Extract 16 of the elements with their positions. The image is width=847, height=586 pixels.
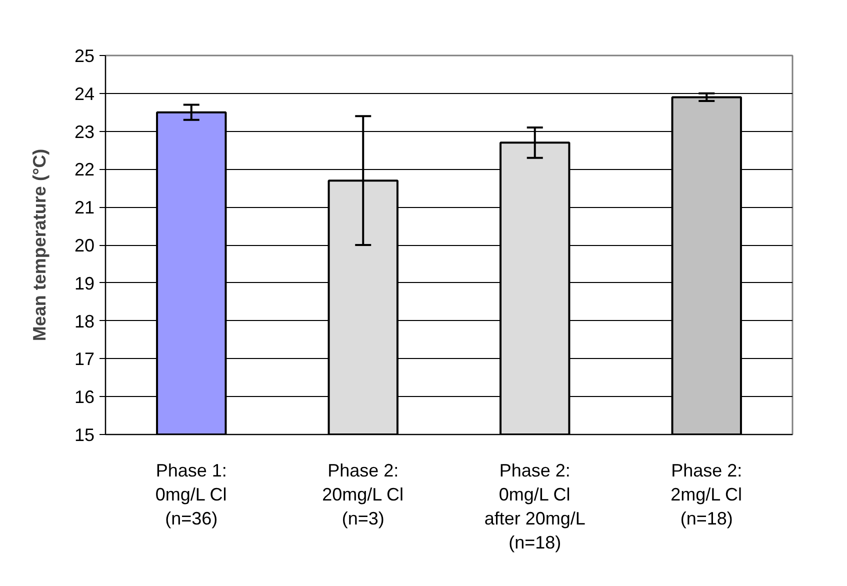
y-tick-label: 21 <box>74 198 95 218</box>
y-tick-label: 19 <box>74 273 95 294</box>
y-tick-label: 16 <box>74 387 95 408</box>
y-tick-label: 18 <box>74 311 95 332</box>
x-tick-label: Phase 2: 0mg/L Cl after 20mg/L (n=18) <box>484 460 586 552</box>
y-tick-label: 20 <box>74 236 95 256</box>
y-tick-label: 22 <box>74 160 95 180</box>
y-tick-label: 15 <box>74 425 95 445</box>
x-tick-label: Phase 2: 2mg/L Cl (n=18) <box>670 460 742 528</box>
y-axis-title: Mean temperature (°C) <box>29 148 50 342</box>
y-tick-label: 25 <box>74 46 95 66</box>
x-tick-label: Phase 2: 20mg/L Cl (n=3) <box>322 460 404 528</box>
x-tick-label: Phase 1: 0mg/L Cl (n=36) <box>155 460 227 528</box>
y-tick-label: 24 <box>74 84 95 104</box>
y-tick-label: 17 <box>74 349 95 370</box>
y-tick-label: 23 <box>74 122 95 142</box>
